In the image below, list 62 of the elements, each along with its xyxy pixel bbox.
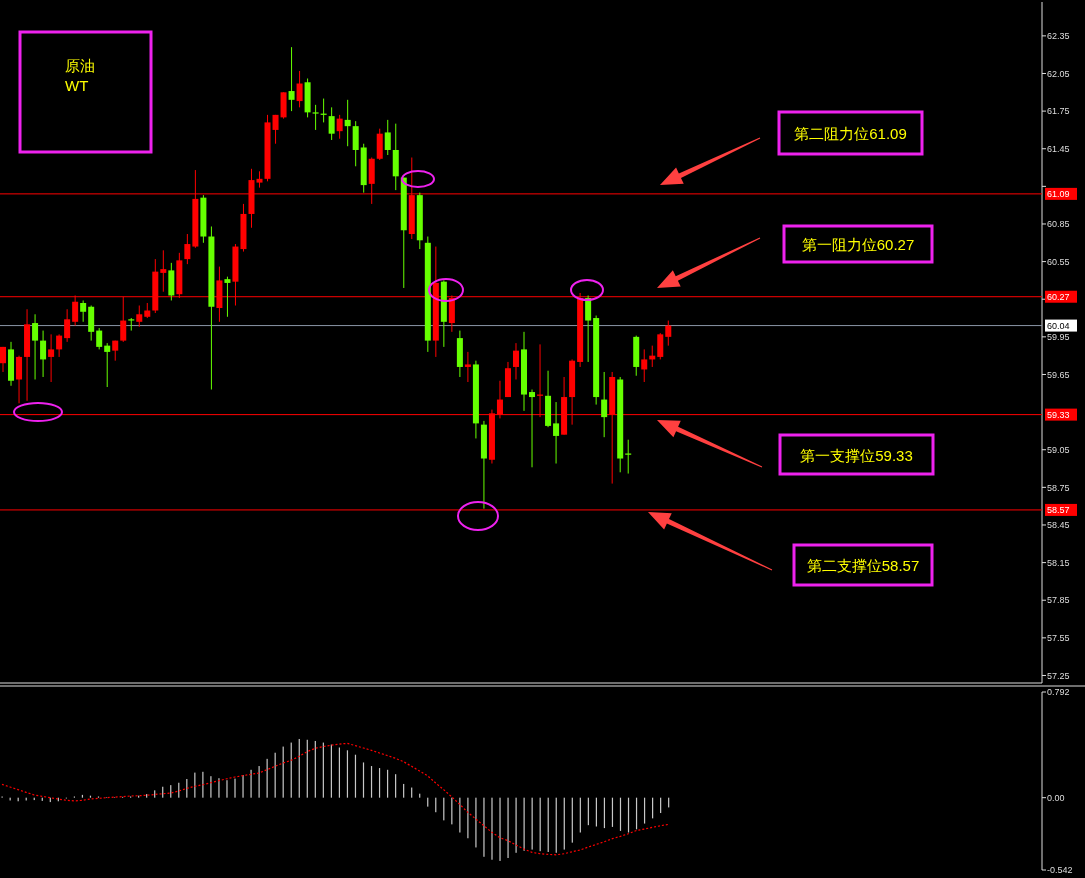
ref-line-label: 60.04: [1047, 320, 1070, 331]
y-tick-label: 58.15: [1047, 557, 1070, 568]
y-tick-label: 57.55: [1047, 633, 1070, 643]
candlestick: [312, 104, 319, 131]
y-tick-label: 62.05: [1047, 68, 1070, 79]
y-tick-label: 58.45: [1047, 520, 1070, 531]
candlestick: [288, 46, 295, 112]
candlestick: [529, 389, 536, 468]
candlestick: [384, 119, 391, 156]
candlestick: [272, 114, 279, 145]
y-tick-label: 0.792: [1047, 687, 1070, 698]
candlestick: [16, 355, 23, 404]
y-tick-label: 61.45: [1047, 143, 1070, 154]
candlestick: [80, 299, 87, 323]
ref-line-label: 60.27: [1047, 291, 1070, 302]
candlestick: [625, 439, 632, 475]
annotation: 第一支撑位59.33: [800, 446, 913, 463]
annotation: 第二阻力位61.09: [794, 124, 907, 142]
y-tick-label: 59.95: [1047, 332, 1070, 343]
annotation: 第一阻力位60.27: [801, 235, 915, 253]
annotation: 第二支撑位58.57: [806, 556, 920, 574]
annotation: 原油 WT: [65, 56, 95, 94]
candlestick: [104, 342, 111, 388]
candlestick: [352, 120, 359, 167]
candlestick: [96, 327, 103, 350]
y-tick-label: 61.75: [1047, 106, 1070, 117]
y-tick-label: 59.65: [1047, 369, 1070, 380]
y-tick-label: 60.55: [1047, 256, 1070, 267]
candlestick: [601, 371, 608, 438]
candlestick: [665, 320, 672, 347]
y-tick-label: -0.542: [1047, 865, 1073, 876]
candlestick: [32, 313, 39, 380]
candlestick: [136, 305, 143, 328]
candlestick: [512, 342, 519, 380]
candlestick: [0, 346, 7, 373]
ref-line-label: 61.09: [1047, 189, 1070, 200]
y-tick-label: 62.35: [1047, 31, 1070, 42]
candlestick: [56, 333, 63, 358]
candlestick: [336, 114, 343, 140]
candlestick: [464, 351, 471, 383]
candlestick: [296, 70, 303, 108]
line-series: [1, 742, 670, 856]
y-tick-label: 57.25: [1047, 670, 1070, 681]
candlestick: [657, 332, 664, 360]
candlestick: [553, 401, 560, 465]
y-tick-label: 59.05: [1047, 444, 1070, 455]
y-tick-label: 60.85: [1047, 219, 1070, 230]
candlestick: [344, 99, 351, 147]
y-tick-label: 58.75: [1047, 482, 1070, 493]
y-tick-label: 57.85: [1047, 595, 1070, 606]
candlestick: [160, 249, 167, 293]
candlestick: [328, 106, 335, 141]
ref-line-label: 58.57: [1047, 505, 1070, 516]
candlestick: [224, 276, 231, 318]
candlestick: [641, 348, 648, 383]
candlestick: [64, 308, 71, 343]
candlestick: [585, 294, 592, 363]
y-tick-label: 0.00: [1047, 792, 1065, 803]
candlestick: [184, 233, 191, 265]
candlestick: [48, 333, 55, 383]
ref-line-label: 59.33: [1047, 409, 1070, 420]
candlestick: [40, 330, 47, 378]
